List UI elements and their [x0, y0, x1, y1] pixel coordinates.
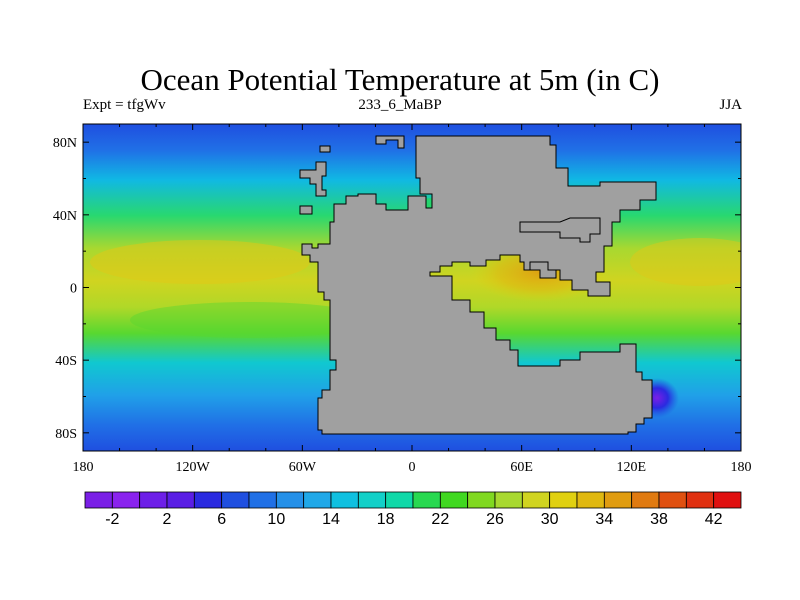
x-tick-label: 180 — [73, 460, 94, 475]
experiment-label: Expt = tfgWv — [83, 97, 166, 113]
x-tick-label: 0 — [409, 460, 416, 475]
colorbar-swatch — [494, 491, 523, 509]
y-tick-label: 80N — [53, 136, 77, 151]
colorbar-swatch — [713, 491, 742, 509]
colorbar-swatch — [111, 491, 141, 509]
colorbar-label: 38 — [650, 511, 668, 528]
colorbar-swatch — [221, 491, 250, 509]
gulf-shelf — [519, 217, 601, 243]
northwest-peninsula — [299, 161, 327, 197]
colorbar-label: 22 — [431, 511, 449, 528]
colorbar-label: 30 — [541, 511, 559, 528]
y-tick-label: 40S — [55, 354, 77, 369]
colorbar-swatch — [603, 491, 633, 509]
colorbar-label: 2 — [163, 511, 172, 528]
colorbar-label: 10 — [267, 511, 285, 528]
x-tick-label: 60W — [289, 460, 317, 475]
colorbar-label: -2 — [105, 511, 119, 528]
colorbar-swatch — [412, 491, 441, 509]
colorbar-swatch — [385, 491, 414, 509]
colorbar-swatch — [139, 491, 168, 509]
x-tick-label: 60E — [510, 460, 533, 475]
colorbar-label: 34 — [595, 511, 613, 528]
colorbar-swatch — [439, 491, 469, 509]
colorbar-labels: -2 2 6 10 14 18 22 26 30 34 38 42 — [105, 511, 722, 528]
colorbar-swatch — [303, 491, 332, 509]
colorbar-swatch — [521, 491, 551, 509]
colorbar-swatch — [248, 491, 277, 509]
chart-title: Ocean Potential Temperature at 5m (in C) — [140, 62, 660, 97]
colorbar-label: 18 — [377, 511, 395, 528]
y-axis-labels: 80N 40N 0 40S 80S — [53, 136, 77, 442]
colorbar-swatch — [685, 491, 715, 509]
season-label: JJA — [719, 97, 742, 113]
colorbar-swatch — [330, 491, 359, 509]
x-tick-label: 180 — [731, 460, 752, 475]
y-tick-label: 80S — [55, 427, 77, 442]
colorbar-swatch — [576, 491, 605, 509]
colorbar-swatch — [275, 491, 305, 509]
colorbar-swatch — [658, 491, 687, 509]
colorbar-label: 42 — [705, 511, 723, 528]
colorbar-swatch — [631, 491, 660, 509]
colorbar-label: 14 — [322, 511, 340, 528]
x-axis-labels: 180 120W 60W 0 60E 120E 180 — [73, 460, 752, 475]
x-tick-label: 120E — [617, 460, 647, 475]
colorbar-label: 6 — [217, 511, 226, 528]
colorbar-swatch — [549, 491, 578, 509]
northern-island — [319, 145, 331, 153]
colorbar — [84, 491, 742, 509]
colorbar-swatch — [357, 491, 387, 509]
axis-ticks — [82, 124, 742, 451]
pangaea-continent — [301, 135, 657, 435]
age-label: 233_6_MaBP — [358, 97, 442, 113]
colorbar-swatch — [166, 491, 195, 509]
y-tick-label: 40N — [53, 209, 77, 224]
gulf-islands — [529, 261, 557, 279]
colorbar-swatch — [193, 491, 223, 509]
colorbar-swatch — [467, 491, 496, 509]
x-tick-label: 120W — [176, 460, 211, 475]
northern-landmass — [375, 135, 405, 149]
colorbar-label: 26 — [486, 511, 504, 528]
colorbar-swatch — [84, 491, 113, 509]
western-island — [299, 205, 313, 215]
y-tick-label: 0 — [70, 282, 77, 297]
